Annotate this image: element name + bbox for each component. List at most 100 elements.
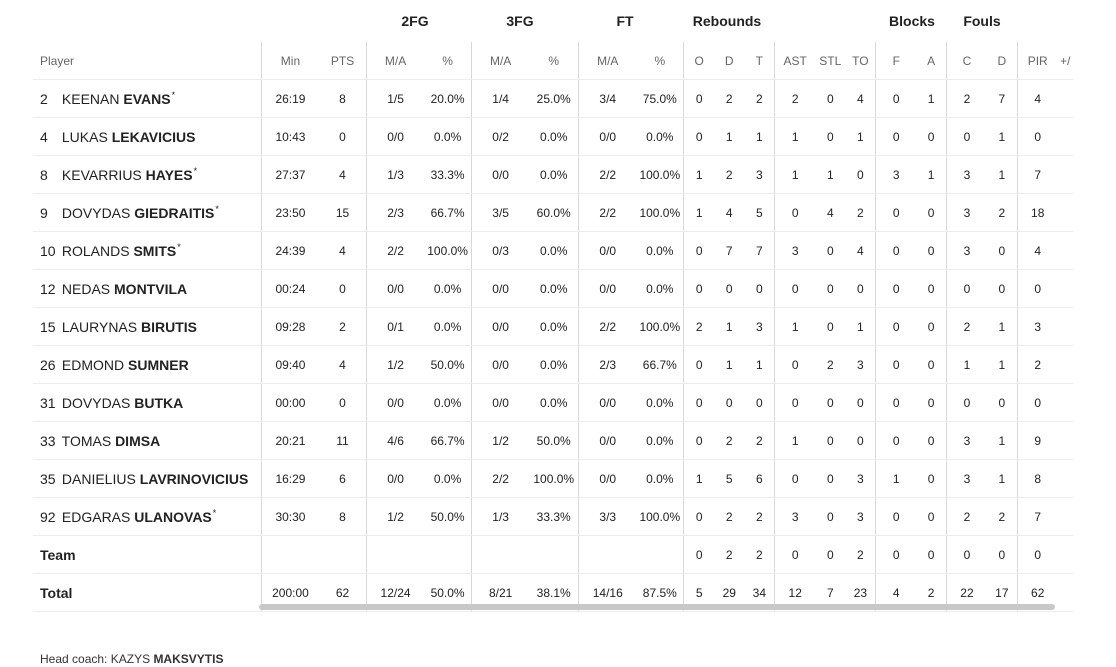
col-header-pts[interactable]: PTS xyxy=(319,42,367,80)
player-last-name[interactable]: LEKAVICIUS xyxy=(111,128,196,145)
player-row[interactable]: 35 DANIELIUS LAVRINOVICIUS 16:29 6 0/0 0.0% 2… xyxy=(33,459,1073,498)
col-header-3fg-ma[interactable]: M/A xyxy=(471,42,530,80)
col-header-2fg-ma[interactable]: M/A xyxy=(366,42,425,80)
stat-plus-minus xyxy=(1057,459,1073,498)
player-first-name[interactable]: KEENAN xyxy=(61,90,120,107)
stat-fg2-pct: 0.0% xyxy=(424,383,473,422)
player-last-name[interactable]: ULANOVAS xyxy=(134,508,212,525)
stat-to: 2 xyxy=(845,535,877,574)
col-header-reb-t[interactable]: T xyxy=(744,42,776,80)
player-cell: 10 ROLANDS SMITS* xyxy=(33,231,262,270)
player-cell: 4 LUKAS LEKAVICIUS xyxy=(33,117,262,156)
stat-blk-a: 0 xyxy=(916,535,948,574)
stat-fg2-pct: 50.0% xyxy=(424,497,473,536)
player-first-name[interactable]: NEDAS xyxy=(61,280,111,297)
player-row[interactable]: 10 ROLANDS SMITS* 24:39 4 2/2 100.0% 0/3 0.0% 0… xyxy=(33,231,1073,270)
col-header-2fg-pct[interactable]: % xyxy=(424,42,473,80)
stat-reb-t: 2 xyxy=(744,497,776,536)
player-row[interactable]: 9 DOVYDAS GIEDRAITIS* 23:50 15 2/3 66.7% 3/5 6… xyxy=(33,193,1073,232)
col-header-ft-ma[interactable]: M/A xyxy=(578,42,637,80)
stat-fg3-pct: 0.0% xyxy=(529,269,580,308)
col-header-min[interactable]: Min xyxy=(261,42,319,80)
player-first-name[interactable]: LUKAS xyxy=(61,128,108,145)
player-number: 8 xyxy=(40,166,48,183)
horizontal-scrollbar[interactable] xyxy=(259,604,1055,610)
player-first-name[interactable]: DANIELIUS xyxy=(61,470,136,487)
stat-to: 3 xyxy=(845,345,877,384)
player-last-name[interactable]: MONTVILA xyxy=(114,280,188,297)
player-row[interactable]: 33 TOMAS DIMSA 20:21 11 4/6 66.7% 1/2 50.0% 0/0… xyxy=(33,421,1073,460)
player-last-name[interactable]: BUTKA xyxy=(134,394,184,411)
stat-pir: 8 xyxy=(1017,459,1058,498)
player-cell: 9 DOVYDAS GIEDRAITIS* xyxy=(33,193,262,232)
player-last-name[interactable]: LAVRINOVICIUS xyxy=(139,470,249,487)
stat-fg2-pct: 0.0% xyxy=(424,459,473,498)
stat-ft-pct: 0.0% xyxy=(636,383,685,422)
player-first-name[interactable]: DOVYDAS xyxy=(61,394,131,411)
player-last-name[interactable]: HAYES xyxy=(145,166,193,183)
player-last-name[interactable]: BIRUTIS xyxy=(141,318,197,335)
head-coach-last-name[interactable]: MAKSVYTIS xyxy=(153,652,224,666)
stats-body: 2 KEENAN EVANS* 26:19 8 1/5 20.0% 1/4 25.0% 3/4… xyxy=(33,79,1073,612)
stat-pir: 9 xyxy=(1017,421,1058,460)
player-row[interactable]: 15 LAURYNAS BIRUTIS 09:28 2 0/1 0.0% 0/0 0.0% 2… xyxy=(33,307,1073,346)
starter-marker: * xyxy=(215,203,219,214)
stat-reb-d: 1 xyxy=(714,117,745,156)
col-header-plus-minus[interactable]: +/ xyxy=(1057,42,1073,80)
player-first-name[interactable]: EDGARAS xyxy=(61,508,131,525)
player-last-name[interactable]: SMITS xyxy=(133,242,177,259)
stat-fg3-ma: 0/0 xyxy=(471,307,530,346)
col-header-foul-d[interactable]: D xyxy=(986,42,1018,80)
col-header-player[interactable]: Player xyxy=(33,42,262,80)
stat-blk-a: 0 xyxy=(916,421,948,460)
player-row[interactable]: 2 KEENAN EVANS* 26:19 8 1/5 20.0% 1/4 25.0% 3/4… xyxy=(33,79,1073,118)
stat-stl: 0 xyxy=(815,117,846,156)
group-title-2fg: 2FG xyxy=(401,13,429,29)
stat-blk-f: 0 xyxy=(875,535,917,574)
player-last-name[interactable]: GIEDRAITIS xyxy=(134,204,215,221)
stat-fg3-ma: 1/3 xyxy=(471,497,530,536)
col-header-reb-d[interactable]: D xyxy=(714,42,745,80)
stat-plus-minus xyxy=(1057,383,1073,422)
player-last-name[interactable]: SUMNER xyxy=(128,356,189,373)
player-row[interactable]: 31 DOVYDAS BUTKA 00:00 0 0/0 0.0% 0/0 0.0% 0/0 0… xyxy=(33,383,1073,422)
col-header-ast[interactable]: AST xyxy=(774,42,816,80)
stat-ast: 0 xyxy=(774,193,816,232)
player-row[interactable]: 92 EDGARAS ULANOVAS* 30:30 8 1/2 50.0% 1/3 33.… xyxy=(33,497,1073,536)
col-header-3fg-pct[interactable]: % xyxy=(529,42,580,80)
player-first-name[interactable]: LAURYNAS xyxy=(61,318,138,335)
col-header-pir[interactable]: PIR xyxy=(1017,42,1058,80)
player-row[interactable]: 4 LUKAS LEKAVICIUS 10:43 0 0/0 0.0% 0/2 0.0% 0/… xyxy=(33,117,1073,156)
stat-pts: 0 xyxy=(319,117,367,156)
stat-blk-f: 0 xyxy=(875,193,917,232)
col-header-ft-pct[interactable]: % xyxy=(636,42,685,80)
stat-ast: 0 xyxy=(774,535,816,574)
player-row[interactable]: 8 KEVARRIUS HAYES* 27:37 4 1/3 33.3% 0/0 0.0% 2… xyxy=(33,155,1073,194)
player-first-name[interactable]: TOMAS xyxy=(61,432,112,449)
player-first-name[interactable]: ROLANDS xyxy=(61,242,130,259)
player-first-name[interactable]: EDMOND xyxy=(61,356,125,373)
stat-fg2-ma: 1/3 xyxy=(366,155,425,194)
col-header-blk-a[interactable]: A xyxy=(916,42,948,80)
stat-reb-o: 0 xyxy=(683,231,715,270)
stat-ft-pct: 100.0% xyxy=(636,155,685,194)
col-header-reb-o[interactable]: O xyxy=(683,42,715,80)
stat-foul-c: 3 xyxy=(946,193,987,232)
col-header-stl[interactable]: STL xyxy=(815,42,846,80)
player-row[interactable]: 12 NEDAS MONTVILA 00:24 0 0/0 0.0% 0/0 0.0% 0/0… xyxy=(33,269,1073,308)
col-header-to[interactable]: TO xyxy=(845,42,877,80)
col-header-foul-c[interactable]: C xyxy=(946,42,987,80)
stat-plus-minus xyxy=(1057,79,1073,118)
player-row[interactable]: 26 EDMOND SUMNER 09:40 4 1/2 50.0% 0/0 0.0% 2/3… xyxy=(33,345,1073,384)
stat-reb-t: 0 xyxy=(744,383,776,422)
stat-foul-c: 2 xyxy=(946,307,987,346)
player-first-name[interactable]: KEVARRIUS xyxy=(61,166,142,183)
stat-fg3-pct: 60.0% xyxy=(529,193,580,232)
col-header-blk-f[interactable]: F xyxy=(875,42,917,80)
stat-plus-minus xyxy=(1057,231,1073,270)
player-first-name[interactable]: DOVYDAS xyxy=(61,204,131,221)
stat-ast: 0 xyxy=(774,269,816,308)
player-last-name[interactable]: EVANS xyxy=(123,90,171,107)
stat-to: 3 xyxy=(845,497,877,536)
player-last-name[interactable]: DIMSA xyxy=(115,432,161,449)
